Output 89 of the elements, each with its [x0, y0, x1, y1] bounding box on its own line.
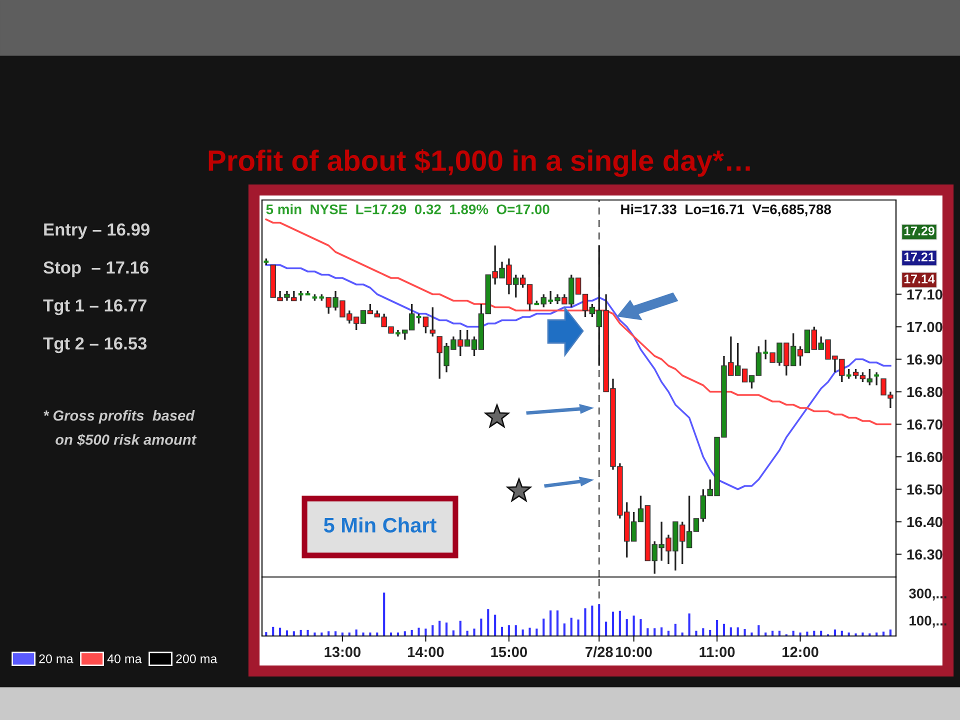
- y-tick-label: 16.80: [907, 386, 942, 398]
- bar: [632, 616, 635, 636]
- bar: [550, 610, 552, 636]
- bar: [806, 632, 808, 636]
- bar: [514, 625, 517, 636]
- bar: [799, 632, 802, 636]
- bar: [404, 631, 406, 636]
- y-tick-label: 16.40: [907, 516, 942, 528]
- bar: [480, 618, 482, 636]
- y-tick-label: 16.50: [907, 484, 942, 495]
- text: 17.29: [904, 226, 934, 236]
- x-tick-label: 13:00: [324, 646, 361, 658]
- annotation: 5 Min Chart: [324, 517, 436, 533]
- bar: [459, 620, 462, 636]
- bar: [854, 633, 857, 636]
- bar: [536, 628, 538, 636]
- bar: [605, 622, 608, 636]
- y-tick-label: 16.70: [907, 419, 942, 430]
- bar: [306, 630, 309, 636]
- text: * Gross profits based on $500 risk amount: [44, 410, 197, 446]
- bar: [445, 622, 448, 636]
- bar: [334, 631, 337, 636]
- text: 17.14: [904, 274, 935, 284]
- bar: [577, 620, 580, 636]
- annotation: Hi=17.33 Lo=16.71 V=6,685,788: [621, 204, 831, 216]
- bar: [722, 624, 726, 636]
- bar: [612, 612, 614, 636]
- bar: [473, 628, 476, 636]
- bar: [688, 613, 690, 636]
- y-tick-label: 17.10: [907, 289, 942, 300]
- y-tick-label: 16.90: [907, 354, 942, 365]
- bar: [750, 632, 753, 636]
- text: Tgt 2 – 16.53: [43, 337, 147, 354]
- candlestick: [845, 368, 852, 380]
- legend-label: 40 ma: [107, 654, 142, 664]
- text: Stop – 17.16: [44, 261, 149, 278]
- bar: [494, 614, 496, 636]
- bar: [618, 610, 621, 636]
- bar: [640, 619, 642, 636]
- bar: [598, 604, 600, 636]
- x-tick-label: 12:00: [782, 646, 818, 658]
- bar: [584, 608, 586, 636]
- bar: [362, 632, 364, 636]
- bar: [646, 628, 649, 636]
- text: 17.21: [904, 252, 935, 262]
- bar: [695, 630, 698, 636]
- x-tick-label: 7/28: [586, 646, 613, 658]
- legend-label: 20 ma: [39, 654, 74, 664]
- x-tick-label: 10:00: [616, 646, 652, 658]
- text: Profit of about $1,000 in a single day*…: [208, 149, 750, 177]
- bar: [508, 625, 510, 636]
- bar: [432, 625, 434, 636]
- y-tick-label: 16.30: [907, 549, 942, 560]
- text: Entry – 16.99: [44, 223, 150, 240]
- text: Tgt 1 – 16.77: [43, 299, 146, 316]
- candlestick: [430, 306, 436, 338]
- bar: [674, 624, 676, 636]
- candlestick: [297, 290, 304, 302]
- bar: [438, 620, 441, 636]
- bar: [542, 618, 545, 636]
- bar: [744, 629, 746, 636]
- x-tick-label: 15:00: [491, 646, 527, 658]
- bar: [424, 628, 427, 636]
- y-tick-label: 17.00: [907, 322, 942, 332]
- y-tick-label: 16.60: [907, 452, 942, 462]
- bar: [556, 610, 559, 636]
- bar: [328, 631, 330, 636]
- x-tick-label: 11:00: [700, 646, 735, 658]
- bar: [487, 609, 490, 636]
- legend-label: 200 ma: [176, 654, 218, 664]
- line-series: [265, 218, 892, 426]
- bar: [292, 631, 295, 636]
- line-series: [265, 264, 892, 490]
- bar: [314, 632, 316, 636]
- x-tick-label: 14:00: [408, 646, 444, 658]
- bar: [654, 628, 656, 636]
- bar: [528, 628, 531, 636]
- candlestick: [422, 316, 429, 334]
- bar: [716, 620, 718, 636]
- bar: [758, 625, 760, 636]
- bar: [570, 618, 572, 636]
- bar: [626, 619, 628, 636]
- bar: [563, 623, 566, 636]
- bar: [369, 632, 372, 636]
- bar: [591, 606, 594, 636]
- bar: [702, 628, 704, 636]
- bar: [383, 592, 386, 636]
- annotation: 5 min NYSE L=17.29 0.32 1.89% O=17.00: [266, 204, 550, 214]
- bar: [418, 628, 420, 636]
